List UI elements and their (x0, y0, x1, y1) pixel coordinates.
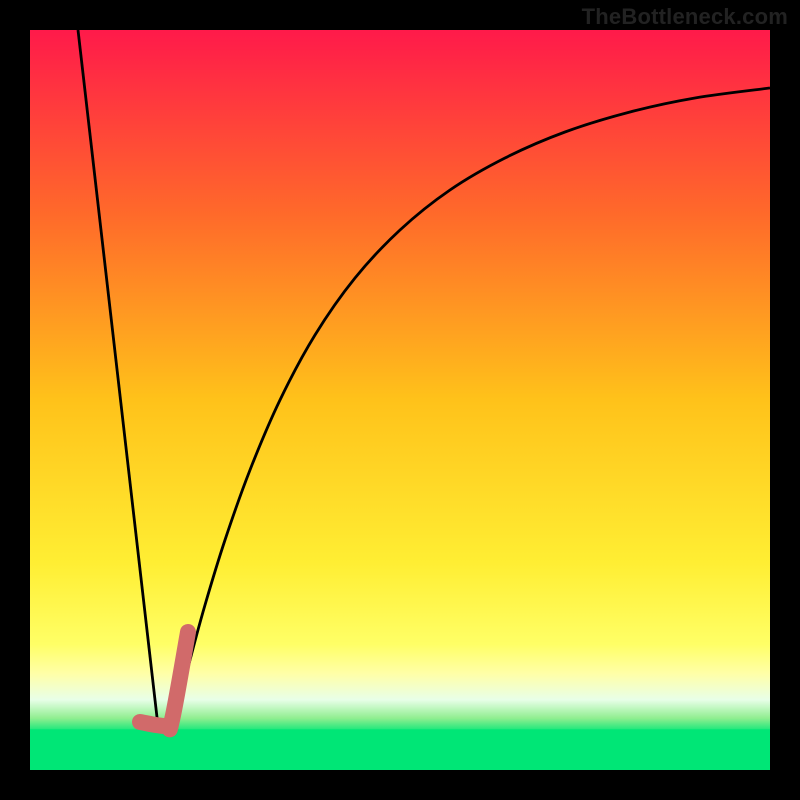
plot-area (30, 30, 770, 770)
watermark-text: TheBottleneck.com (582, 4, 788, 30)
green-baseline-strip (30, 729, 770, 770)
chart-root: TheBottleneck.com (0, 0, 800, 800)
plot-svg (30, 30, 770, 770)
gradient-background (30, 30, 770, 770)
